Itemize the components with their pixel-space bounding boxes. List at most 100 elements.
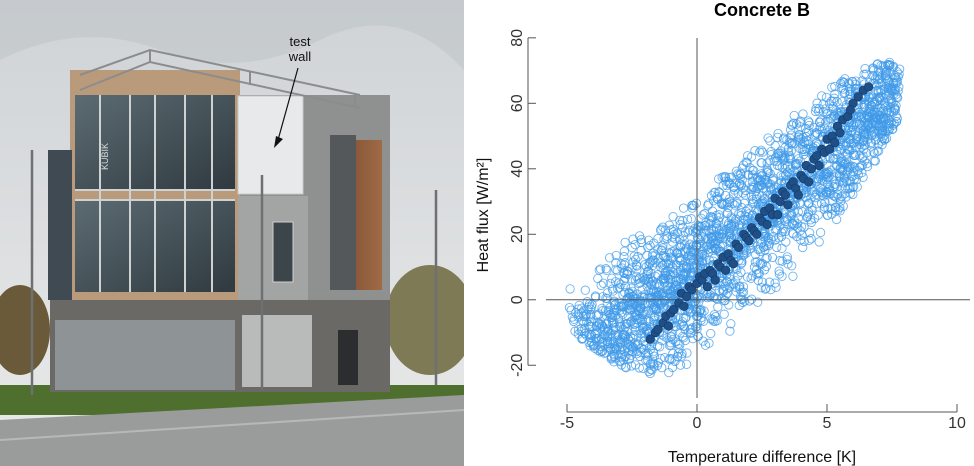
scatter-point-open [761, 241, 771, 251]
scatter-point-open [668, 212, 678, 222]
scatter-point-open [759, 265, 770, 275]
scatter-point-open [756, 145, 766, 155]
scatter-point-open [705, 218, 715, 229]
scatter-point-open [867, 119, 877, 129]
scatter-point-open [693, 291, 703, 302]
scatter-point-open [807, 189, 817, 199]
scatter-point-open [638, 324, 648, 334]
scatter-point-open [734, 223, 745, 233]
scatter-point-open [837, 165, 847, 176]
scatter-point-open [667, 237, 678, 247]
scatter-point-open [740, 215, 750, 225]
scatter-point-open [776, 146, 786, 156]
scatter-point-open [606, 352, 617, 362]
scatter-point-open [643, 242, 653, 252]
scatter-point-open [604, 253, 615, 263]
scatter-point-open [566, 305, 576, 315]
scatter-point-open [678, 260, 689, 271]
scatter-point-open [659, 251, 669, 262]
scatter-point-filled [775, 196, 785, 207]
scatter-point-open [772, 242, 782, 253]
scatter-point-open [665, 249, 676, 259]
scatter-point-open [831, 214, 842, 225]
scatter-point-open [813, 210, 823, 220]
scatter-point-open [632, 340, 643, 350]
scatter-point-open [640, 309, 650, 320]
scatter-point-open [880, 65, 890, 75]
scatter-point-open [894, 64, 905, 74]
x-tick-label: 0 [693, 415, 702, 432]
scatter-point-open [817, 126, 827, 136]
scatter-point-open [736, 181, 746, 191]
facade-sign: KUBIK [100, 143, 110, 170]
scatter-point-open [576, 303, 587, 313]
scatter-point-open [703, 200, 713, 211]
scatter-point-open [615, 343, 625, 353]
scatter-point-open [735, 173, 745, 184]
scatter-point-open [879, 84, 889, 94]
scatter-point-open [620, 322, 630, 332]
scatter-point-open [574, 300, 584, 311]
scatter-point-filled [835, 128, 845, 138]
scatter-point-open [655, 353, 666, 364]
scatter-point-open [718, 232, 728, 242]
scatter-point-open [889, 104, 900, 115]
scatter-point-open [618, 309, 628, 319]
scatter-point-open [821, 174, 831, 185]
scatter-point-open [843, 164, 853, 175]
scatter-point-open [731, 287, 741, 297]
scatter-point-open [666, 340, 676, 350]
scatter-point-open [841, 155, 851, 165]
scatter-point-open [620, 273, 630, 283]
scatter-point-open [619, 252, 629, 262]
scatter-point-open [674, 234, 685, 245]
scatter-point-open [659, 234, 669, 244]
scatter-point-open [656, 262, 666, 272]
scatter-point-open [890, 71, 900, 81]
scatter-point-open [722, 277, 732, 287]
scatter-point-open [608, 339, 618, 349]
scatter-point-open [777, 256, 787, 266]
test-wall-panel [237, 95, 304, 195]
scatter-point-open [835, 145, 845, 155]
scatter-point-open [709, 188, 719, 198]
scatter-point-open [888, 98, 898, 108]
scatter-point-open [710, 243, 721, 254]
scatter-point-open [616, 349, 626, 360]
scatter-point-open [737, 163, 747, 173]
scatter-point-open [752, 269, 762, 279]
scatter-point-open [728, 225, 739, 235]
scatter-point-open [655, 225, 666, 236]
annotation-test: test [290, 34, 311, 49]
side-panel [48, 150, 72, 300]
scatter-point-open [653, 254, 664, 264]
scatter-point-open [894, 82, 904, 92]
scatter-point-open [793, 154, 804, 164]
scatter-point-open [675, 275, 686, 285]
scatter-point-open [638, 296, 648, 306]
scatter-point-open [818, 175, 828, 186]
scatter-point-filled [721, 265, 731, 275]
scatter-point-open [632, 261, 642, 271]
scatter-point-open [877, 125, 888, 135]
scatter-point-open [863, 106, 874, 117]
scatter-point-open [787, 218, 797, 228]
scatter-point-open [648, 248, 658, 258]
scatter-point-open [630, 330, 640, 340]
scatter-point-open [569, 314, 579, 324]
scatter-point-open [823, 108, 833, 118]
scatter-point-open [723, 177, 733, 187]
scatter-point-open [722, 288, 733, 298]
scatter-point-open [883, 76, 893, 87]
scatter-point-open [740, 190, 751, 200]
scatter-point-open [837, 96, 848, 107]
cabinet [242, 315, 312, 387]
scatter-point-open [742, 151, 753, 161]
scatter-point-open [844, 79, 855, 89]
scatter-point-open [888, 62, 898, 72]
wood-cladding [356, 140, 382, 290]
scatter-point-filled [806, 164, 817, 174]
axes-layer [546, 38, 970, 398]
scatter-point-open [664, 367, 674, 378]
scatter-point-open [657, 336, 667, 346]
